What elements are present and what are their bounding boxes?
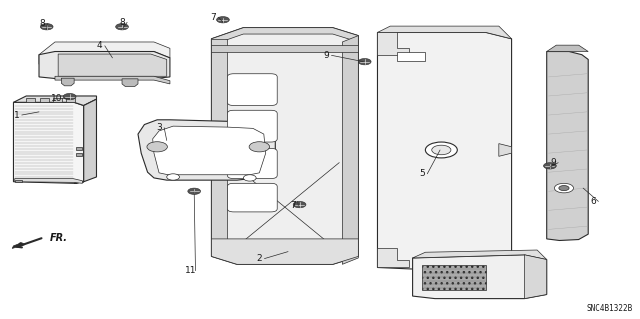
Text: 5: 5: [419, 169, 425, 178]
Polygon shape: [61, 78, 74, 86]
Circle shape: [543, 163, 556, 169]
Polygon shape: [524, 255, 547, 299]
Polygon shape: [211, 239, 358, 264]
Circle shape: [167, 174, 179, 180]
Polygon shape: [53, 98, 62, 102]
FancyBboxPatch shape: [227, 110, 277, 142]
Polygon shape: [122, 79, 138, 86]
Text: 10: 10: [51, 94, 63, 103]
Polygon shape: [13, 96, 97, 106]
Text: 11: 11: [184, 266, 196, 275]
Polygon shape: [13, 102, 84, 183]
Polygon shape: [55, 76, 170, 84]
Text: 7: 7: [291, 201, 296, 210]
Polygon shape: [15, 179, 83, 183]
Text: 6: 6: [591, 197, 596, 206]
Bar: [76, 147, 83, 150]
Polygon shape: [15, 180, 22, 182]
Polygon shape: [66, 98, 75, 102]
Polygon shape: [138, 120, 275, 180]
Circle shape: [40, 24, 53, 30]
Polygon shape: [40, 98, 49, 102]
FancyBboxPatch shape: [227, 183, 277, 212]
FancyBboxPatch shape: [227, 74, 277, 106]
Polygon shape: [74, 99, 97, 183]
Polygon shape: [58, 54, 167, 76]
Circle shape: [116, 24, 129, 30]
Text: 8: 8: [119, 18, 125, 27]
Text: 7: 7: [211, 13, 216, 22]
Text: FR.: FR.: [50, 233, 68, 243]
Circle shape: [188, 188, 200, 195]
Polygon shape: [547, 51, 588, 241]
Circle shape: [554, 183, 573, 193]
Bar: [422, 265, 486, 290]
Polygon shape: [547, 45, 588, 51]
Polygon shape: [342, 36, 358, 264]
Text: 9: 9: [323, 51, 329, 60]
Polygon shape: [12, 243, 25, 249]
Circle shape: [559, 186, 569, 191]
Polygon shape: [26, 98, 35, 102]
Text: 2: 2: [257, 254, 262, 263]
Circle shape: [432, 145, 451, 155]
Text: 9: 9: [550, 158, 556, 167]
Text: 3: 3: [156, 123, 162, 132]
Text: 4: 4: [97, 41, 102, 50]
Polygon shape: [378, 33, 511, 272]
Circle shape: [147, 142, 168, 152]
Circle shape: [249, 142, 269, 152]
Text: 8: 8: [39, 19, 45, 28]
Text: 1: 1: [14, 111, 20, 120]
Polygon shape: [39, 42, 170, 64]
Circle shape: [63, 93, 76, 100]
Circle shape: [426, 142, 458, 158]
Polygon shape: [499, 144, 511, 156]
Polygon shape: [211, 39, 227, 256]
Polygon shape: [413, 255, 547, 299]
Polygon shape: [211, 28, 358, 264]
Bar: [76, 153, 83, 156]
Polygon shape: [39, 51, 170, 78]
Polygon shape: [153, 126, 266, 175]
Circle shape: [293, 201, 306, 208]
Circle shape: [216, 17, 229, 23]
Polygon shape: [211, 28, 358, 45]
Text: SNC4B1322B: SNC4B1322B: [587, 304, 633, 313]
Polygon shape: [378, 33, 410, 55]
Bar: [397, 51, 426, 61]
Circle shape: [243, 175, 256, 181]
FancyBboxPatch shape: [227, 148, 277, 179]
Polygon shape: [413, 250, 547, 260]
Polygon shape: [378, 249, 410, 268]
Circle shape: [358, 58, 371, 65]
Polygon shape: [378, 26, 511, 39]
Polygon shape: [211, 45, 358, 51]
